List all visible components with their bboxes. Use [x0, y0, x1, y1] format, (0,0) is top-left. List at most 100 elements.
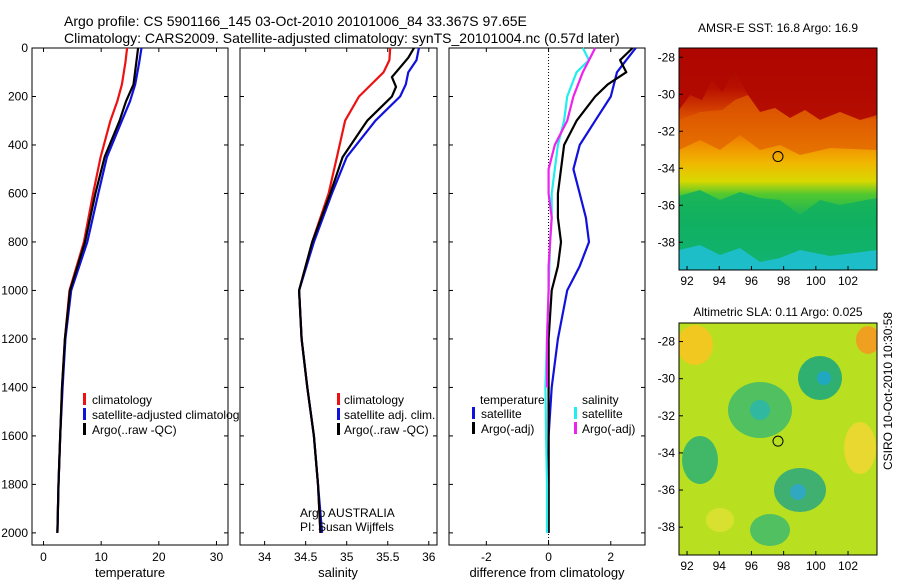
map-x-tick-label: 98 [777, 274, 791, 288]
annotation-argo-australia: Argo AUSTRALIA [300, 506, 395, 520]
difference-xlabel: difference from climatology [469, 565, 625, 580]
argo-location-marker [772, 151, 784, 163]
legend-swatch-argo [83, 423, 86, 435]
sst-cyan-south [679, 245, 877, 270]
legend-label-temp-argo: Argo(-adj) [481, 422, 534, 436]
map-x-tick-label: 96 [745, 559, 759, 573]
map-x-tick-label: 92 [680, 274, 694, 288]
annotation-pi: PI: Susan Wijffels [300, 520, 394, 534]
y-tick-label: 600 [8, 186, 28, 200]
salinity-legend: climatology satellite adj. clim. Argo(..… [337, 393, 435, 437]
legend-swatch-temp-argo [472, 422, 475, 434]
sst-orange-band [679, 95, 877, 155]
sst-map-frame [678, 47, 878, 271]
series-line-temperature-argo-adj- [547, 47, 634, 533]
sla-heatmap [679, 323, 877, 555]
x-tick-label: 34 [258, 550, 272, 564]
sla-map-axes: 92 94 96 98 100 102 -28 -30 -32 -34 -36 -38 [658, 335, 859, 573]
x-tick-label: 35.5 [376, 550, 400, 564]
series-line-salinity-satellite [544, 47, 591, 533]
map-y-tick-label: -38 [658, 520, 676, 534]
sst-warm-tongue [679, 48, 877, 120]
map-x-tick-label: 102 [838, 559, 858, 573]
x-tick-label: 0 [545, 550, 552, 564]
x-tick-label: 34.5 [294, 550, 318, 564]
legend-label-climatology: climatology [92, 393, 152, 407]
legend-label-argo: Argo(..raw -QC) [344, 423, 429, 437]
sla-patch-8 [682, 436, 718, 484]
map-y-tick-label: -30 [658, 372, 676, 386]
map-y-tick-label: -34 [658, 161, 676, 175]
map-y-tick-label: -34 [658, 446, 676, 460]
sla-patch-12 [706, 508, 734, 532]
map-y-tick-label: -32 [658, 409, 676, 423]
csiro-timestamp: CSIRO 10-Oct-2010 10:30:58 [881, 312, 895, 470]
legend-swatch-satellite-adjusted [83, 408, 86, 420]
sla-patch-5 [817, 371, 831, 385]
x-tick-label: 10 [94, 550, 108, 564]
x-tick-label: 35 [340, 550, 354, 564]
y-tick-label: 1000 [1, 283, 28, 297]
salinity-axes-frame [239, 47, 438, 546]
x-tick-label: 2 [607, 550, 614, 564]
y-tick-label: 200 [8, 89, 28, 103]
salinity-plot: 34 34.5 35 35.5 36 [240, 47, 437, 564]
y-tick-label: 800 [8, 235, 28, 249]
sst-green-lobe [679, 190, 877, 270]
y-tick-label: 0 [21, 41, 28, 55]
legend-label-temp-satellite: satellite [481, 407, 522, 421]
legend-swatch-sal-satellite [574, 407, 577, 419]
temperature-panel: 0 10 20 30 0 200 400 600 800 1000 1200 1400 1600 1800… [1, 41, 245, 580]
series-line-argo-raw-qc- [56, 47, 140, 533]
temperature-axes-frame [31, 47, 229, 546]
x-tick-label: -2 [481, 550, 492, 564]
map-y-tick-label: -28 [658, 335, 676, 349]
sst-map-title: AMSR-E SST: 16.8 Argo: 16.9 [698, 21, 858, 35]
sla-patch-10 [856, 326, 877, 354]
map-y-tick-label: -30 [658, 87, 676, 101]
map-x-tick-label: 102 [838, 274, 858, 288]
map-x-tick-label: 94 [713, 274, 727, 288]
map-x-tick-label: 100 [806, 559, 826, 573]
sla-patch-7 [790, 484, 806, 500]
map-y-tick-label: -32 [658, 124, 676, 138]
legend-swatch-satellite-adj [337, 408, 340, 420]
title-line-2: Climatology: CARS2009. Satellite-adjuste… [64, 30, 620, 46]
legend-swatch-climatology [83, 393, 86, 405]
map-x-tick-label: 92 [680, 559, 694, 573]
legend-label-climatology: climatology [344, 393, 404, 407]
y-tick-label: 1800 [1, 477, 28, 491]
sla-map-title: Altimetric SLA: 0.11 Argo: 0.025 [693, 305, 863, 319]
map-x-tick-label: 100 [806, 274, 826, 288]
sla-patch-11 [750, 514, 790, 546]
series-line-argo-raw-qc- [298, 47, 415, 533]
map-x-tick-label: 98 [777, 559, 791, 573]
legend-label-sal-argo: Argo(-adj) [582, 422, 635, 436]
sst-heatmap [679, 48, 877, 270]
sla-map-frame [678, 322, 878, 556]
legend-swatch-argo [337, 423, 340, 435]
sla-patch-3 [750, 400, 770, 420]
map-y-tick-label: -36 [658, 483, 676, 497]
difference-plot: -2 0 2 [449, 47, 645, 564]
temperature-legend: climatology satellite-adjusted climatolo… [83, 393, 245, 437]
difference-panel: -2 0 2 difference from climatology tempera… [448, 47, 646, 580]
y-tick-label: 1600 [1, 429, 28, 443]
legend-title-salinity: salinity [582, 393, 619, 407]
x-tick-label: 0 [40, 550, 47, 564]
salinity-xlabel: salinity [318, 565, 358, 580]
legend-swatch-temp-satellite [472, 407, 475, 419]
sst-map-panel: AMSR-E SST: 16.8 Argo: 16.9 92 94 96 98 100 1… [658, 21, 878, 288]
series-line-temperature-satellite [547, 47, 637, 533]
sla-patch-9 [844, 422, 876, 474]
salinity-panel: 34 34.5 35 35.5 36 salinity climatology sate… [239, 47, 438, 580]
temperature-xlabel: temperature [95, 565, 165, 580]
title-line-1: Argo profile: CS 5901166_145 03-Oct-2010… [64, 13, 527, 29]
legend-label-satellite-adjusted: satellite-adjusted climatology [92, 408, 245, 422]
y-tick-label: 1400 [1, 380, 28, 394]
x-tick-label: 36 [422, 550, 436, 564]
legend-label-sal-satellite: satellite [582, 407, 623, 421]
sla-patch-1 [679, 325, 713, 365]
legend-swatch-sal-argo [574, 422, 577, 434]
